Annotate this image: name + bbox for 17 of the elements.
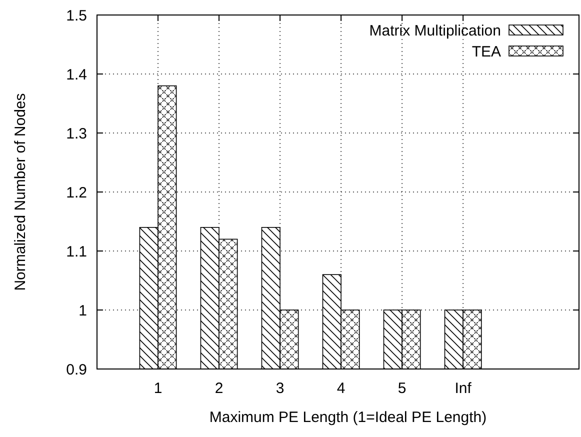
x-axis-title: Maximum PE Length (1=Ideal PE Length) [209, 409, 487, 426]
x-tick-label: 3 [276, 380, 284, 397]
y-tick-label: 1.3 [66, 125, 87, 142]
y-tick-label: 1.1 [66, 243, 87, 260]
legend-label: TEA [472, 43, 501, 60]
y-axis-title: Normalized Number of Nodes [12, 93, 29, 291]
y-tick-label: 1 [78, 302, 87, 320]
x-tick-label: 4 [336, 380, 346, 397]
y-tick-label: 0.9 [66, 361, 87, 378]
y-tick-label: 1.5 [66, 7, 87, 24]
legend-label: Matrix Multiplication [369, 22, 501, 40]
y-tick-label: 1.2 [66, 184, 87, 202]
x-tick-label: 1 [154, 380, 162, 397]
y-tick-label: 1.4 [66, 66, 87, 84]
x-tick-label: 2 [214, 380, 224, 397]
x-tick-label: Inf [454, 380, 472, 397]
x-tick-label: 5 [398, 380, 406, 397]
